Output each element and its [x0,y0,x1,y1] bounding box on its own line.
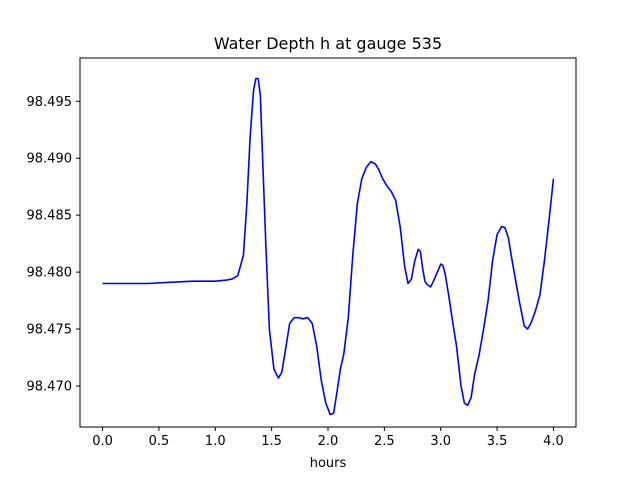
x-tick-label: 2.5 [374,434,395,449]
x-tick-label: 1.0 [205,434,226,449]
x-tick-label: 2.0 [318,434,339,449]
y-axis-ticks: 98.470 98.475 98.480 98.485 98.490 98.495 [27,95,80,395]
x-axis-label: hours [310,456,347,471]
x-axis-ticks: 0.0 0.5 1.0 1.5 2.0 2.5 3.0 3.5 4.0 [92,427,564,449]
x-tick-label: 4.0 [543,434,564,449]
y-tick-label: 98.490 [27,152,73,167]
x-tick-label: 0.0 [92,434,113,449]
y-tick-label: 98.470 [27,380,73,395]
y-tick-label: 98.475 [27,323,73,338]
y-tick-label: 98.495 [27,95,73,110]
y-tick-label: 98.480 [27,266,73,281]
x-tick-label: 0.5 [149,434,170,449]
x-tick-label: 1.5 [261,434,282,449]
x-tick-label: 3.5 [487,434,508,449]
y-tick-label: 98.485 [27,209,73,224]
series-line-0 [102,77,555,416]
chart-title: Water Depth h at gauge 535 [214,34,442,53]
x-tick-label: 3.0 [430,434,451,449]
